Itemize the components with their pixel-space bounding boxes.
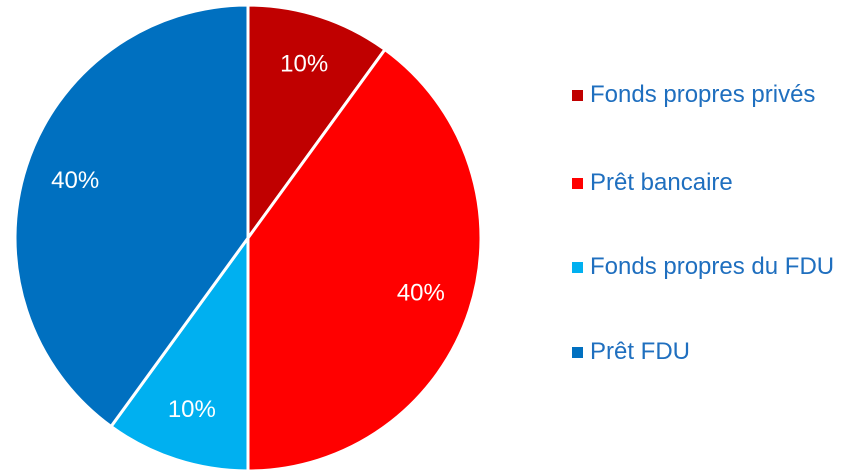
pie-slice (108, 233, 250, 472)
legend-swatch (572, 262, 583, 273)
legend-item: Fonds propres du FDU (572, 250, 842, 283)
legend-item: Prêt bancaire (572, 166, 842, 199)
pie-slice (246, 3, 388, 243)
legend-item: Fonds propres privés (572, 78, 842, 111)
pie-slice (246, 47, 483, 472)
legend-label: Fonds propres privés (590, 81, 816, 108)
data-label: 40% (397, 280, 445, 307)
chart: 10% 40% 10% 40% (13, 3, 483, 472)
legend-swatch (572, 90, 583, 101)
legend-swatch (572, 347, 583, 358)
legend-swatch (572, 178, 583, 189)
data-label: 40% (51, 167, 99, 194)
data-label: 10% (280, 50, 328, 77)
data-label: 10% (168, 396, 216, 423)
pie-slice (13, 3, 250, 429)
legend-label: Prêt FDU (590, 338, 691, 365)
legend-item: Prêt FDU (572, 335, 842, 368)
legend-label: Fonds propres du FDU (590, 253, 835, 280)
legend-label: Prêt bancaire (590, 169, 733, 196)
